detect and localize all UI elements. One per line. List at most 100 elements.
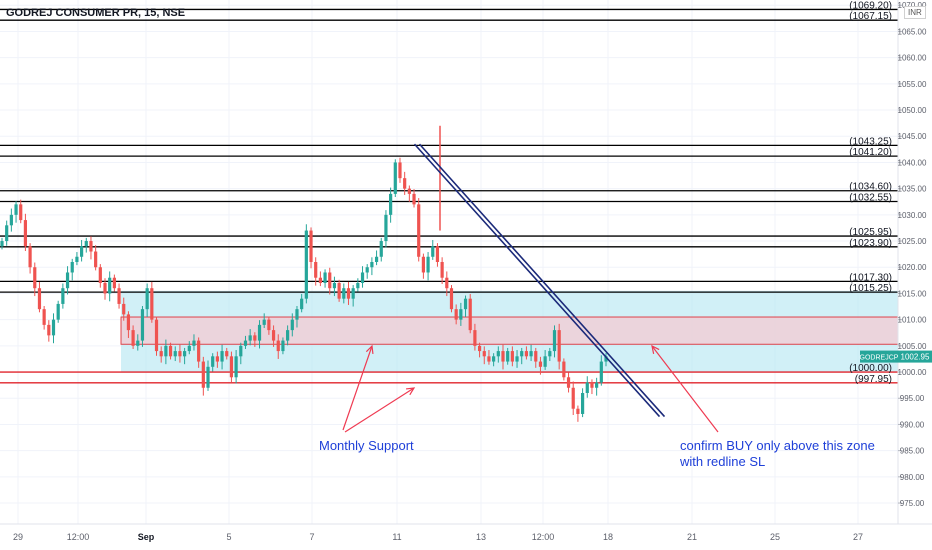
arrow-to-support-right: [344, 387, 415, 433]
candle-body: [314, 262, 318, 278]
candle-body: [51, 319, 56, 336]
candle-body: [403, 178, 407, 189]
candle-body: [370, 262, 374, 268]
candle-body: [220, 351, 224, 362]
candle-body: [482, 351, 486, 357]
time-tick-label: 7: [309, 532, 314, 542]
candle-body: [0, 241, 4, 247]
candle-body: [159, 351, 163, 357]
candle-body: [122, 303, 126, 315]
currency-button[interactable]: INR: [904, 6, 926, 19]
price-tag-value: 1002.95: [901, 353, 930, 362]
arrow-to-buy-zone-head: [651, 344, 660, 354]
candle-body: [108, 277, 112, 294]
candle-body: [374, 256, 379, 262]
candlestick-series: [0, 125, 608, 422]
candle-body: [454, 309, 458, 320]
level-label: (1067.15): [849, 11, 892, 22]
candle-body: [42, 309, 46, 325]
candle-body: [225, 351, 229, 357]
price-tick-label: 1015.00: [898, 289, 927, 298]
candle-body: [243, 340, 248, 346]
last-price-tag: GODREJCP 1002.95: [860, 350, 932, 363]
candle-body: [309, 230, 313, 262]
candle-body: [61, 288, 65, 304]
price-tick-label: 1060.00: [898, 54, 927, 63]
candle-body: [267, 319, 271, 331]
price-tick-label: 1035.00: [898, 185, 927, 194]
candle-body: [398, 162, 402, 179]
chart-plot-area[interactable]: [0, 0, 898, 524]
candle-body: [576, 408, 580, 414]
price-axis[interactable]: 975.00 980.00 985.00 990.00 995.00 1000.00 100…: [898, 1, 927, 508]
price-tick-label: 1025.00: [898, 237, 927, 246]
candle-body: [84, 241, 88, 247]
price-tick-label: 995.00: [900, 394, 925, 403]
candle-body: [318, 277, 322, 283]
candle-body: [300, 298, 304, 310]
candle-body: [75, 256, 79, 262]
candle-body: [468, 298, 472, 331]
candle-body: [384, 214, 388, 242]
candle-body: [271, 330, 276, 341]
candle-body: [407, 188, 411, 194]
candle-body: [145, 288, 149, 310]
candle-body: [440, 262, 444, 278]
candle-body: [281, 340, 285, 352]
candle-body: [351, 288, 355, 299]
candle-body: [112, 277, 116, 289]
time-tick-label: 5: [226, 532, 231, 542]
candle-body: [421, 256, 425, 273]
candle-body: [585, 382, 589, 393]
candle-body: [164, 345, 168, 357]
candle-body: [173, 351, 177, 357]
candle-body: [47, 324, 51, 336]
zone-buy: [120, 316, 899, 345]
confirm-buy-line-2: with redline SL: [680, 454, 766, 469]
price-tick-label: 1020.00: [898, 263, 927, 272]
level-label: (1000.00): [849, 363, 892, 374]
trend-line-stroke: [413, 143, 661, 418]
arrow-to-buy-zone: [651, 345, 719, 433]
candle-body: [37, 288, 42, 310]
candle-body: [140, 309, 145, 341]
candle-body: [431, 246, 435, 257]
candle-body: [543, 356, 547, 367]
candle-body: [492, 356, 496, 362]
price-tick-label: 1070.00: [898, 1, 927, 10]
time-tick-label: 29: [13, 532, 23, 542]
price-tick-label: 975.00: [900, 499, 925, 508]
candle-body: [286, 330, 290, 341]
candle-body: [206, 366, 210, 388]
candle-body: [520, 351, 524, 357]
price-tick-label: 1005.00: [898, 342, 927, 351]
candle-body: [595, 382, 599, 388]
candle-body: [9, 214, 13, 226]
candle-body: [346, 288, 351, 299]
time-tick-label: 27: [853, 532, 863, 542]
level-label: (1023.90): [849, 238, 892, 249]
candle-body: [262, 319, 266, 325]
candle-body: [562, 361, 566, 378]
candle-body: [248, 335, 252, 341]
candle-body: [552, 330, 557, 352]
candle-body: [393, 162, 397, 194]
candle-body: [211, 356, 215, 367]
candle-body: [192, 340, 196, 346]
time-tick-label: 12:00: [532, 532, 555, 542]
horizontal-levels: [0, 8, 898, 384]
time-axis[interactable]: 29 12:00 Sep 5 7 11 13 12:00 18 21 25 27: [13, 532, 863, 542]
time-tick-label: 12:00: [67, 532, 90, 542]
level-label: (1032.55): [849, 192, 892, 203]
candle-body: [412, 193, 416, 205]
price-tag-symbol: GODREJCP: [860, 355, 899, 362]
trend-line[interactable]: [413, 143, 666, 418]
candle-body: [28, 246, 32, 268]
time-tick-label: 13: [476, 532, 486, 542]
time-tick-label: 21: [687, 532, 697, 542]
candle-body: [126, 314, 131, 331]
candle-body: [571, 387, 575, 409]
candle-body: [557, 330, 561, 362]
candle-body: [239, 345, 243, 357]
